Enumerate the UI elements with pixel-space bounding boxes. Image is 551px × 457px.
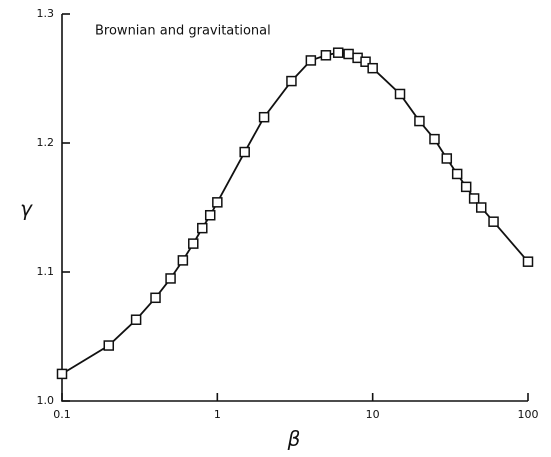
y-axis-label: γ — [20, 197, 33, 221]
marker — [488, 216, 499, 227]
marker — [197, 222, 208, 234]
marker — [212, 197, 223, 208]
marker — [332, 47, 344, 58]
marker — [286, 75, 297, 87]
marker — [165, 273, 176, 284]
marker — [56, 368, 68, 380]
axes — [61, 14, 528, 402]
marker — [320, 50, 332, 61]
x-tick-label: 0.1 — [53, 408, 71, 421]
marker — [394, 88, 406, 100]
marker — [188, 238, 199, 249]
marker — [239, 146, 250, 158]
marker — [305, 55, 317, 66]
y-tick-label: 1.2 — [37, 136, 55, 149]
marker — [367, 62, 378, 74]
marker — [429, 133, 440, 145]
x-axis-label: β — [287, 427, 301, 451]
marker — [130, 314, 142, 325]
annotation: Brownian and gravitational — [95, 24, 271, 39]
marker — [414, 115, 425, 127]
y-tick-label: 1.0 — [37, 394, 55, 407]
marker — [103, 340, 115, 351]
marker — [343, 48, 354, 60]
y-tick-label: 1.3 — [37, 7, 55, 20]
x-tick-label: 10 — [366, 408, 380, 421]
marker — [258, 111, 270, 123]
marker — [204, 209, 216, 221]
x-tick-label: 100 — [518, 408, 539, 421]
y-tick-label: 1.1 — [37, 265, 55, 278]
marker — [451, 168, 463, 180]
marker — [475, 202, 487, 213]
marker — [177, 255, 189, 266]
marker — [150, 292, 161, 304]
marker — [360, 56, 371, 67]
x-tick-label: 1 — [214, 408, 221, 421]
marker — [468, 193, 480, 204]
marker — [460, 181, 472, 193]
marker — [441, 153, 453, 164]
curve — [61, 51, 529, 375]
marker — [522, 256, 534, 267]
